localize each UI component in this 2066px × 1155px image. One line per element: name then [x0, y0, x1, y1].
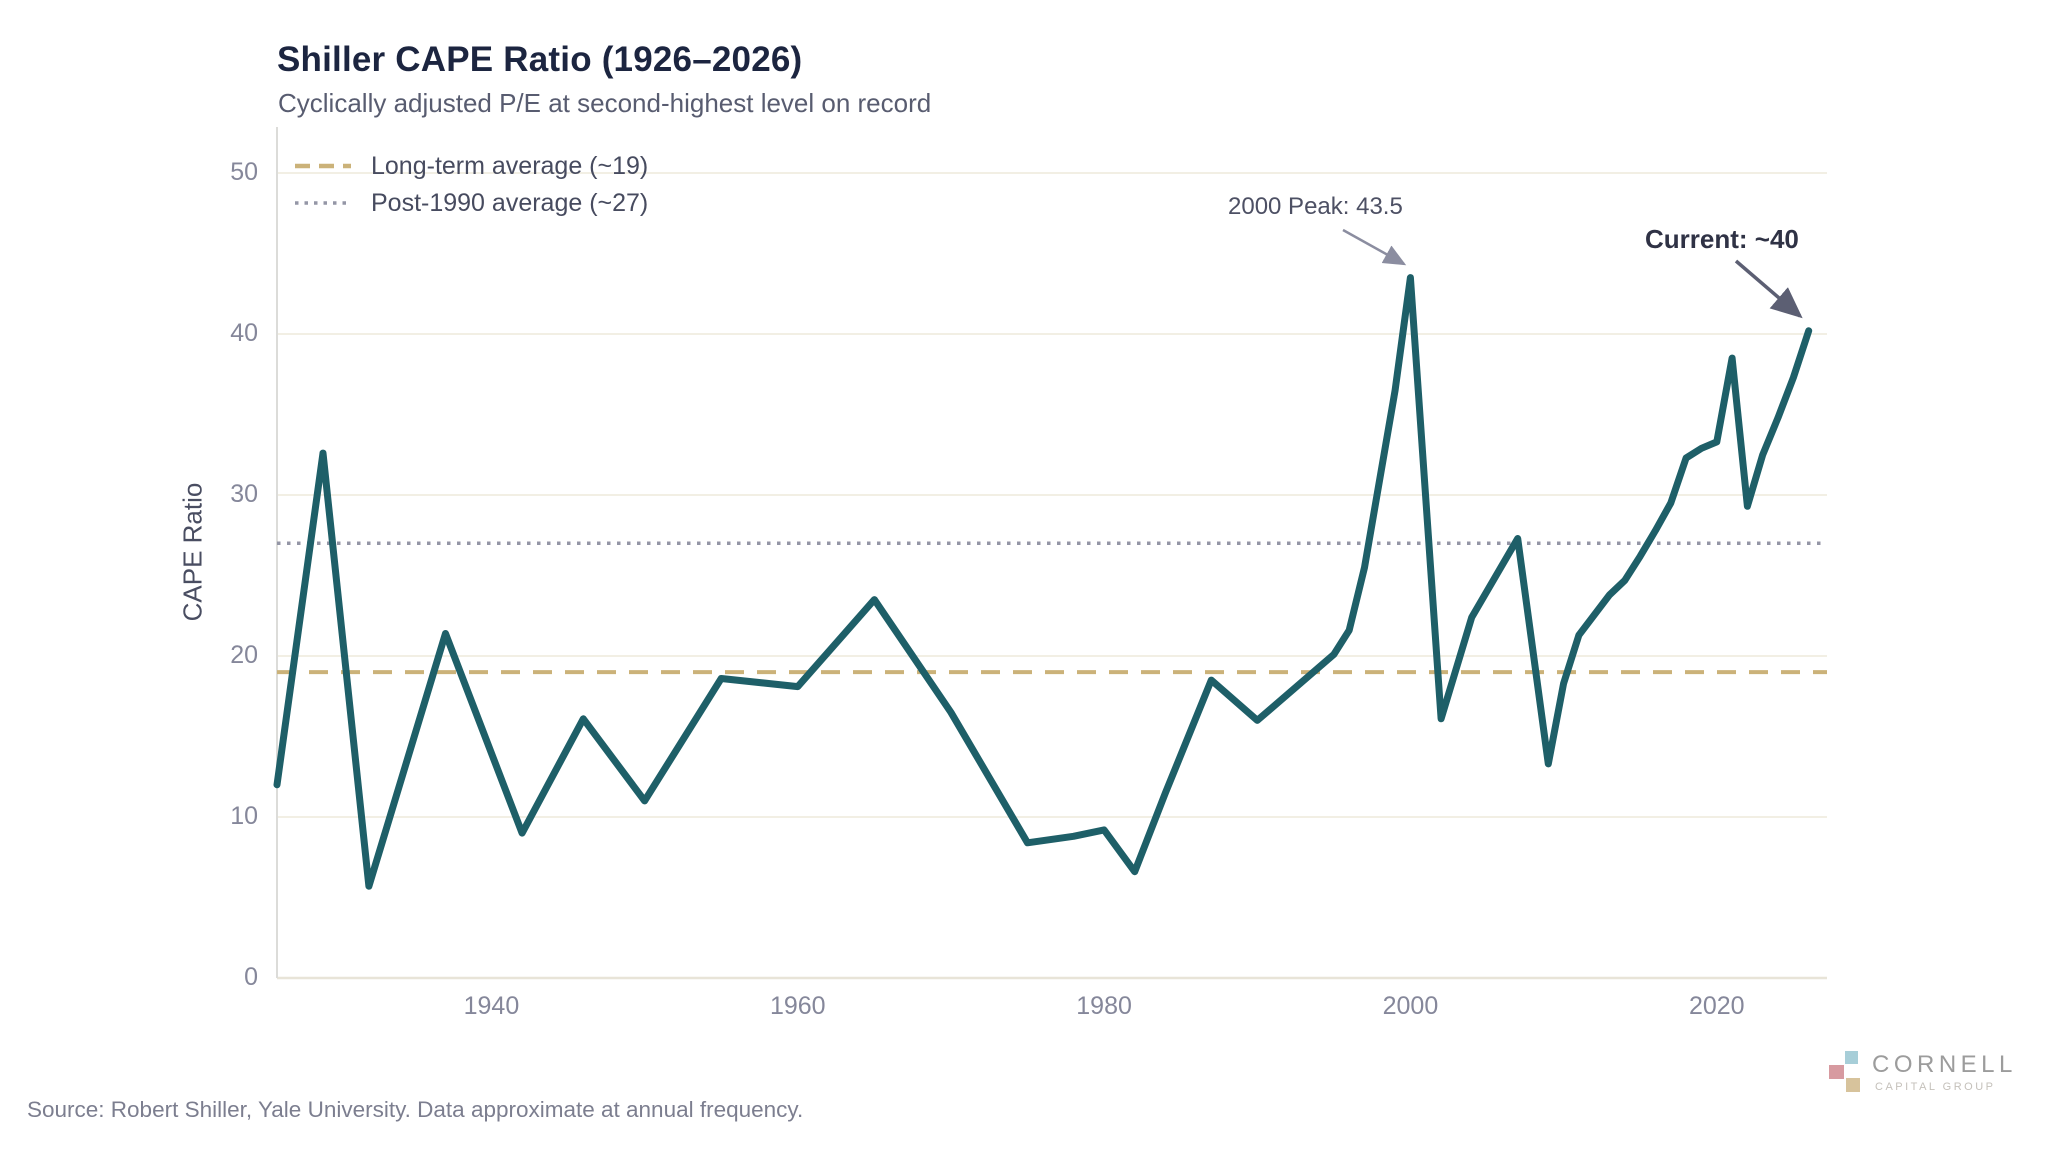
y-tick-label-30: 30 [230, 480, 258, 508]
legend-item-longterm-average: Long-term average (~19) [293, 152, 648, 180]
annotation-arrow-1 [1734, 259, 1803, 319]
chart-title: Shiller CAPE Ratio (1926–2026) [277, 40, 803, 79]
y-tick-label-0: 0 [244, 963, 258, 991]
x-tick-label-1960: 1960 [769, 992, 826, 1020]
series-shiller-cape [273, 274, 1813, 890]
x-tick-label-1980: 1980 [1076, 992, 1132, 1020]
logo-tagline: CAPITAL GROUP [1875, 1081, 1996, 1093]
logo-square-tan [1846, 1078, 1860, 1092]
x-tick-label-1940: 1940 [463, 992, 520, 1020]
gridlines [276, 127, 1827, 980]
y-tick-label-20: 20 [230, 641, 258, 669]
legend-item-post1990-average: Post-1990 average (~27) [293, 189, 648, 217]
dotted-line-swatch [295, 201, 351, 205]
annotation-current: Current: ~40 [1645, 224, 1799, 254]
source-note: Source: Robert Shiller, Yale University.… [27, 1097, 804, 1122]
annotation-arrows [1342, 228, 1803, 319]
dashed-line-swatch [295, 163, 351, 169]
cape-series-line [273, 274, 1813, 890]
y-tick-label-40: 40 [230, 319, 258, 347]
logo-wordmark: CORNELL [1872, 1051, 2017, 1078]
y-tick-label-10: 10 [230, 802, 258, 830]
logo-square-blue [1845, 1051, 1858, 1064]
x-tick-label-2020: 2020 [1688, 992, 1745, 1020]
annotation-2000-peak: 2000 Peak: 43.5 [1228, 193, 1403, 220]
annotation-arrow-0 [1342, 228, 1407, 266]
logo-square-pink [1829, 1065, 1844, 1079]
legend-label-post1990: Post-1990 average (~27) [371, 188, 649, 217]
reference-lines [277, 541, 1827, 675]
legend-label-longterm: Long-term average (~19) [371, 151, 649, 180]
cornell-capital-group-logo: CORNELL CAPITAL GROUP [1828, 1045, 2043, 1105]
y-tick-label-50: 50 [230, 158, 258, 186]
chart-subtitle: Cyclically adjusted P/E at second-highes… [278, 88, 932, 118]
x-tick-label-2000: 2000 [1382, 992, 1439, 1020]
